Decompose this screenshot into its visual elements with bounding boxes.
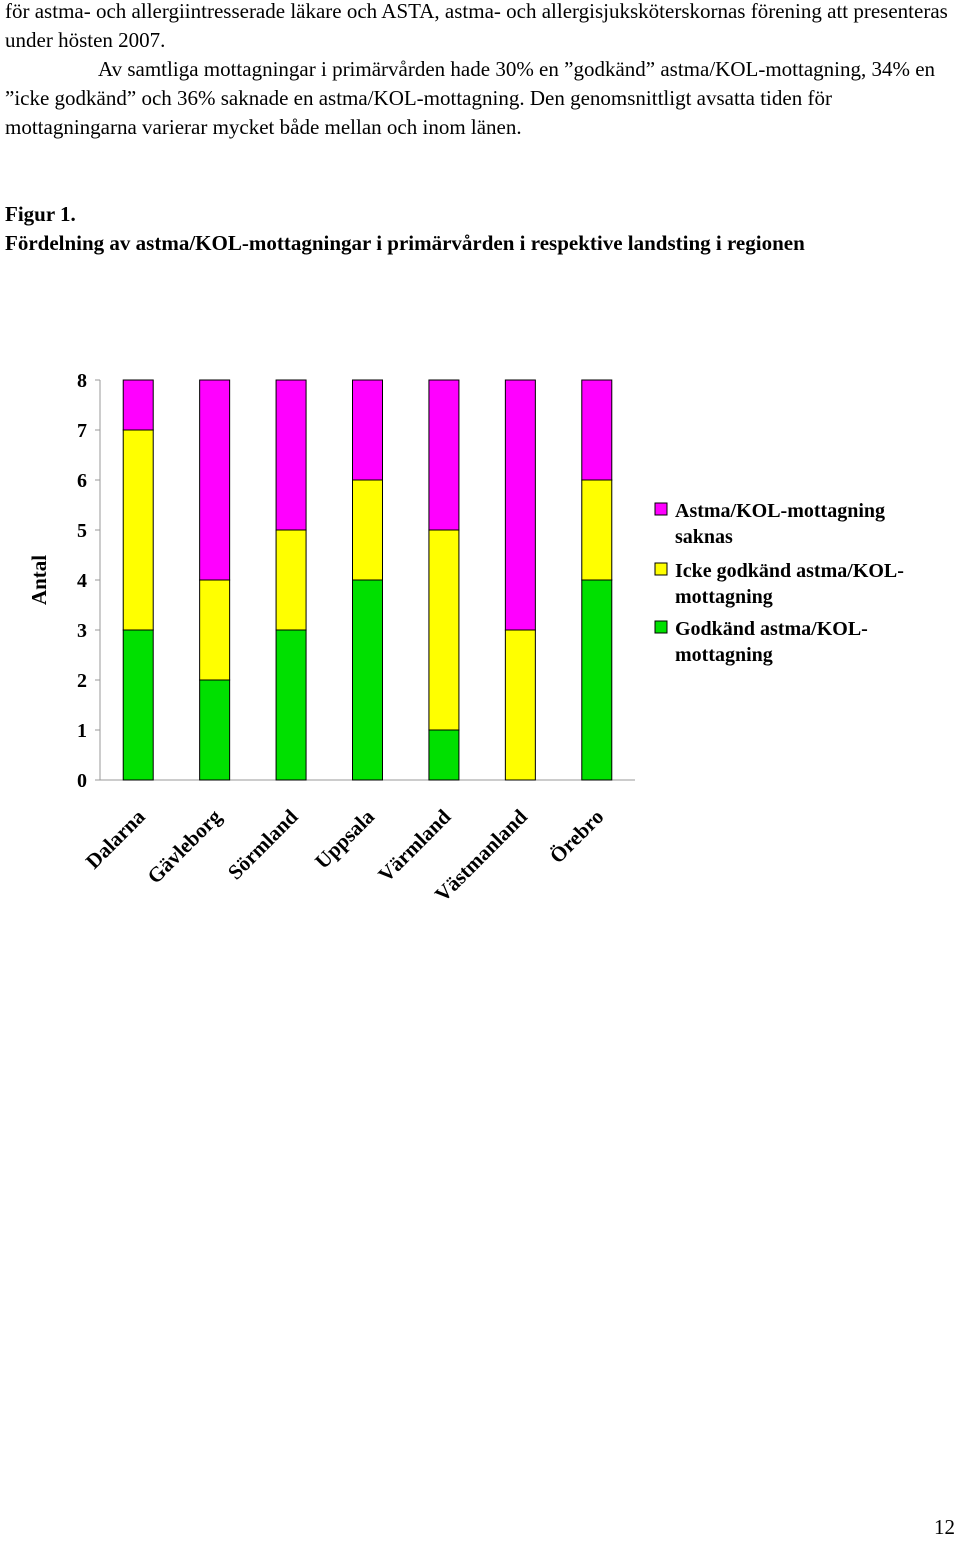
- bar-segment: [122, 429, 154, 631]
- y-tick-label: 8: [77, 370, 87, 392]
- bar-segment: [428, 729, 460, 781]
- paragraph-1: för astma- och allergiintresserade läkar…: [5, 0, 948, 52]
- bar-segment: [581, 479, 613, 581]
- bar-segment: [428, 529, 460, 731]
- x-tick-label: Sörmland: [223, 804, 303, 884]
- legend-label: mottagning: [675, 586, 773, 608]
- paragraph-2: Av samtliga mottagningar i primärvården …: [5, 57, 936, 139]
- y-tick-label: 5: [77, 520, 87, 542]
- x-tick-label: Gävleborg: [142, 804, 226, 888]
- bar-segment: [275, 379, 307, 531]
- y-tick-label: 3: [77, 620, 87, 642]
- legend-swatch: [654, 502, 668, 516]
- y-tick-label: 1: [77, 720, 87, 742]
- bar-segment: [504, 379, 536, 631]
- x-tick-label: Dalarna: [81, 804, 150, 873]
- y-tick-label: 4: [77, 570, 87, 592]
- x-tick-label: Uppsala: [310, 804, 379, 873]
- figure-number: Figur 1.: [5, 202, 76, 226]
- bar-segment: [581, 379, 613, 481]
- y-tick-label: 2: [77, 670, 87, 692]
- bar-segment: [504, 629, 536, 781]
- legend-label: Godkänd astma/KOL-: [675, 618, 868, 640]
- y-tick-label: 6: [77, 470, 87, 492]
- y-axis-label: Antal: [27, 555, 51, 605]
- bar-segment: [275, 629, 307, 781]
- y-tick-label: 7: [77, 420, 87, 442]
- legend-swatch: [654, 562, 668, 576]
- bar-segment: [581, 579, 613, 781]
- page-number: 12: [934, 1515, 955, 1539]
- legend-label: Icke godkänd astma/KOL-: [675, 560, 904, 582]
- y-tick-label: 0: [77, 770, 87, 792]
- bar-segment: [199, 379, 231, 581]
- legend-label: mottagning: [675, 644, 773, 666]
- bar-segment: [122, 629, 154, 781]
- x-tick-label: Värmland: [373, 804, 455, 886]
- bar-segment: [352, 379, 383, 481]
- legend-label: Astma/KOL-mottagning: [675, 500, 885, 522]
- legend-label: saknas: [675, 526, 733, 548]
- bar-segment: [199, 579, 231, 681]
- bar-segment: [122, 379, 154, 431]
- bar-segment: [275, 529, 307, 631]
- bar-segment: [428, 379, 460, 531]
- x-tick-label: Örebro: [545, 805, 608, 868]
- bar-segment: [199, 679, 231, 781]
- bar-segment: [352, 479, 383, 581]
- legend-swatch: [654, 620, 668, 634]
- bar-segment: [352, 579, 383, 781]
- figure-title: Fördelning av astma/KOL-mottagningar i p…: [5, 231, 805, 255]
